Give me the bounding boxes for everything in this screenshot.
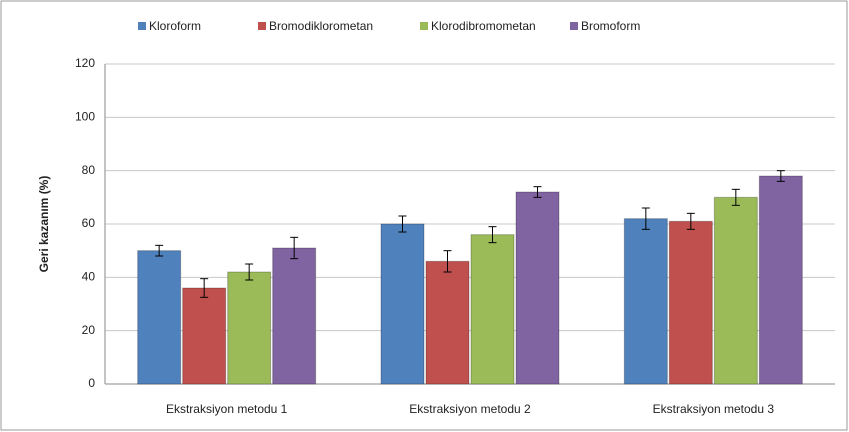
legend-swatch	[258, 22, 266, 30]
bar	[713, 196, 758, 385]
error-bar	[398, 215, 407, 233]
x-tick-label: Ekstraksiyon metodu 3	[653, 402, 775, 416]
legend-label: Kloroform	[149, 19, 201, 33]
legend-swatch	[570, 22, 578, 30]
legend-label: Bromodiklorometan	[269, 19, 373, 33]
y-tick-label: 0	[88, 376, 95, 390]
legend-swatch	[138, 22, 146, 30]
legend-label: Bromoform	[581, 19, 640, 33]
bar	[623, 218, 668, 385]
bar	[425, 260, 470, 385]
error-bar	[245, 263, 254, 281]
error-bar	[155, 244, 164, 257]
legend-label: Klorodibromometan	[431, 19, 536, 33]
bar	[380, 223, 425, 385]
y-axis-label: Geri kazanım (%)	[37, 176, 51, 273]
error-bar	[290, 236, 299, 260]
y-tick-label: 20	[82, 323, 96, 337]
y-tick-label: 40	[82, 270, 96, 284]
bar	[515, 191, 560, 385]
error-bar	[776, 170, 785, 182]
error-bar	[731, 188, 740, 206]
bar	[272, 247, 317, 385]
error-bar	[641, 207, 650, 230]
y-tick-label: 60	[82, 216, 96, 230]
error-bar	[200, 278, 209, 298]
bar	[182, 287, 227, 385]
bar	[137, 250, 182, 385]
bar	[227, 271, 272, 385]
y-tick-label: 120	[75, 56, 95, 70]
error-bar	[488, 226, 497, 244]
error-bar	[686, 212, 695, 230]
y-tick-label: 100	[75, 110, 95, 124]
y-tick-label: 80	[82, 163, 96, 177]
x-tick-label: Ekstraksiyon metodu 2	[409, 402, 531, 416]
bar	[758, 175, 803, 385]
error-bar	[443, 250, 452, 273]
error-bar	[533, 186, 542, 198]
legend-swatch	[420, 22, 428, 30]
x-tick-label: Ekstraksiyon metodu 1	[166, 402, 288, 416]
bar	[668, 220, 713, 385]
bar	[470, 234, 515, 385]
